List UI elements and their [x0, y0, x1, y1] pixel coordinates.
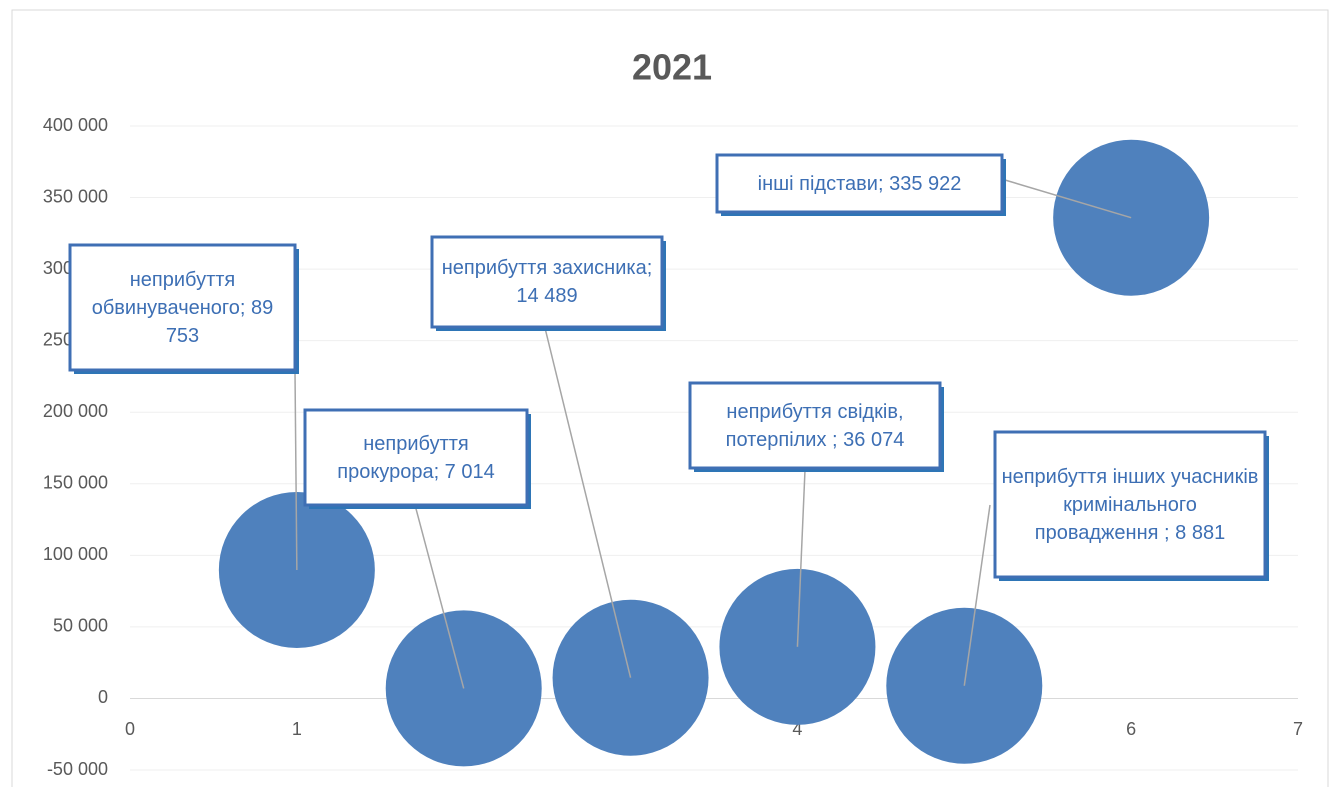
data-label-area: неприбуття свідків, потерпілих ; 36 074: [725, 400, 905, 451]
x-tick-label: 7: [1293, 719, 1303, 739]
leader-line: [796, 469, 806, 647]
chart-title: 2021: [632, 47, 712, 88]
y-tick-label: 200 000: [43, 401, 108, 421]
data-label-area: неприбуття обвинуваченого; 89 753: [91, 268, 274, 347]
x-tick-label: 1: [292, 719, 302, 739]
leader-line: [963, 504, 991, 686]
x-tick-label: 4: [792, 719, 802, 739]
data-label: неприбуття прокурора; 7 014: [337, 432, 495, 483]
data-label: неприбуття свідків, потерпілих ; 36 074: [725, 400, 905, 451]
leader-line: [544, 327, 632, 678]
x-tick-label: 6: [1126, 719, 1136, 739]
data-label-area: неприбуття прокурора; 7 014: [337, 432, 495, 483]
leader-line: [1004, 179, 1132, 219]
data-label-area: неприбуття захисника; 14 489: [441, 257, 653, 307]
leader-line: [294, 371, 298, 571]
y-tick-label: -50 000: [47, 759, 108, 779]
y-tick-label: 0: [98, 687, 108, 707]
data-label-area: неприбуття інших учасників кримінального…: [1001, 465, 1259, 544]
data-label: неприбуття обвинуваченого; 89 753: [91, 268, 274, 347]
bubble: [1053, 139, 1210, 296]
label-box: [993, 430, 1267, 579]
y-tick-label: 350 000: [43, 186, 108, 206]
label-box: [688, 381, 942, 470]
x-tick-label: 0: [125, 719, 135, 739]
label-box: [715, 153, 1004, 214]
y-tick-label: 150 000: [43, 473, 108, 493]
label-box: [68, 243, 297, 372]
data-label: інші підстави; 335 922: [757, 172, 962, 195]
y-tick-label: 400 000: [43, 115, 108, 135]
bubble: [886, 607, 1043, 764]
label-box: [430, 235, 664, 329]
leader-line: [414, 504, 465, 689]
y-tick-label: 100 000: [43, 544, 108, 564]
y-tick-label: 50 000: [53, 616, 108, 636]
data-label: неприбуття захисника; 14 489: [441, 257, 653, 307]
data-label: неприбуття інших учасників кримінального…: [1001, 465, 1259, 544]
data-label-area: інші підстави; 335 922: [757, 172, 962, 195]
label-box: [303, 408, 529, 507]
